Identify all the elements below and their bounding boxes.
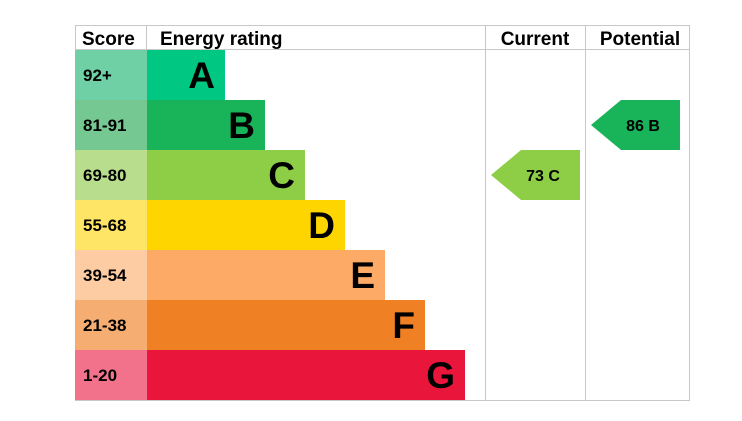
score-cell-a xyxy=(75,50,147,100)
score-cell-b xyxy=(75,100,147,150)
score-label-c: 69-80 xyxy=(83,166,126,185)
rating-bands: 92+ A 81-91 B 69-80 C 55-68 D 39-54 E 21-38 F 1-20 G xyxy=(75,50,465,400)
band-letter-a: A xyxy=(188,55,215,96)
score-label-a: 92+ xyxy=(83,66,112,85)
band-letter-c: C xyxy=(268,155,295,196)
header-current: Current xyxy=(501,29,570,50)
band-bar-b xyxy=(147,100,265,150)
band-letter-b: B xyxy=(228,105,255,146)
score-cell-g xyxy=(75,350,147,400)
band-bar-a xyxy=(147,50,225,100)
header-energy-rating: Energy rating xyxy=(160,29,282,50)
score-label-g: 1-20 xyxy=(83,366,117,385)
rating-markers: 73 C 86 B xyxy=(491,100,680,200)
score-label-b: 81-91 xyxy=(83,116,126,135)
band-bar-f xyxy=(147,300,425,350)
score-cell-d xyxy=(75,200,147,250)
column-headers: Score Energy rating Current Potential xyxy=(82,29,680,50)
score-cell-e xyxy=(75,250,147,300)
score-label-d: 55-68 xyxy=(83,216,126,235)
score-cell-c xyxy=(75,150,147,200)
score-label-e: 39-54 xyxy=(83,266,127,285)
band-bar-g xyxy=(147,350,465,400)
header-score: Score xyxy=(82,29,135,50)
potential-rating-marker xyxy=(591,100,680,150)
current-rating-marker xyxy=(491,150,580,200)
potential-rating-label: 86 B xyxy=(626,118,660,135)
band-letter-f: F xyxy=(392,305,415,346)
band-letter-d: D xyxy=(308,205,335,246)
band-bar-c xyxy=(147,150,305,200)
band-letter-e: E xyxy=(350,255,375,296)
band-bar-e xyxy=(147,250,385,300)
score-cell-f xyxy=(75,300,147,350)
score-label-f: 21-38 xyxy=(83,316,126,335)
header-potential: Potential xyxy=(600,29,680,50)
band-letter-g: G xyxy=(426,355,455,396)
band-bar-d xyxy=(147,200,345,250)
current-rating-label: 73 C xyxy=(526,168,560,185)
